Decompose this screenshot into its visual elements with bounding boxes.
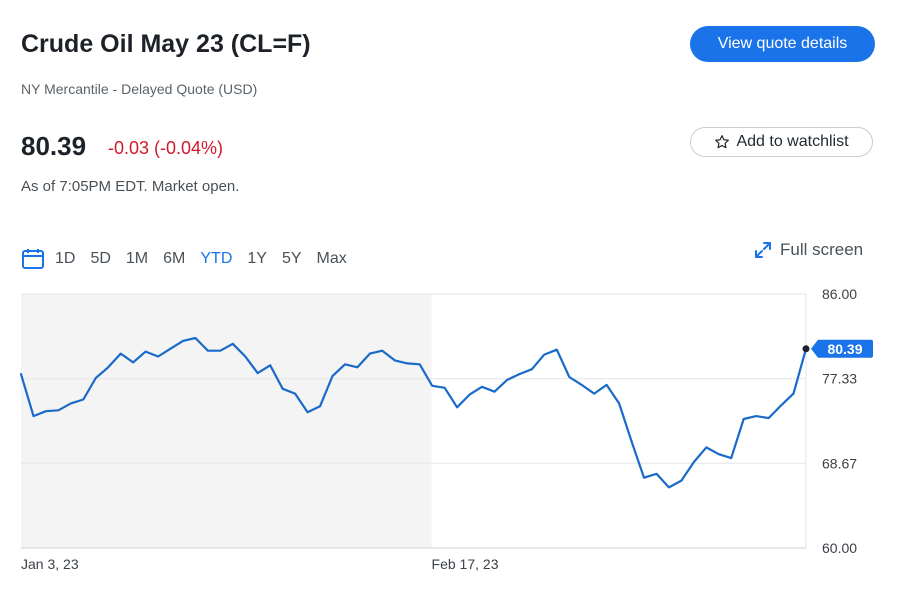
range-1m[interactable]: 1M [125,250,149,267]
x-tick-label: Feb 17, 23 [432,556,499,572]
range-1d[interactable]: 1D [55,250,76,267]
range-5y[interactable]: 5Y [281,250,302,267]
star-icon [715,135,730,149]
current-price-label: 80.39 [827,341,862,357]
page-title: Crude Oil May 23 (CL=F) [21,30,311,58]
range-ytd[interactable]: YTD [200,250,233,267]
view-quote-details-button[interactable]: View quote details [690,26,875,62]
add-to-watchlist-button[interactable]: Add to watchlist [690,127,873,157]
y-tick-label: 68.67 [822,455,857,471]
exchange-subtitle: NY Mercantile - Delayed Quote (USD) [21,81,258,97]
last-price-dot [802,345,810,353]
expand-icon [755,242,771,258]
x-tick-label: Jan 3, 23 [21,556,79,572]
range-selector: 1D 5D 1M 6M YTD 1Y 5Y Max [21,247,362,271]
range-max[interactable]: Max [316,250,347,267]
current-price: 80.39 [21,131,87,161]
current-price-tag [811,339,873,358]
y-tick-label: 60.00 [822,540,857,556]
calendar-icon[interactable] [21,248,45,270]
full-screen-button[interactable]: Full screen [754,240,863,260]
y-tick-label: 86.00 [822,286,857,302]
y-tick-label: 77.33 [822,371,857,387]
price-line [19,336,808,489]
add-to-watchlist-label: Add to watchlist [736,133,849,150]
range-1y[interactable]: 1Y [247,250,267,267]
price-change: -0.03 (-0.04%) [108,138,224,158]
shaded-region [21,294,432,548]
range-5d[interactable]: 5D [90,250,111,267]
price-chart: 86.00 77.33 68.67 60.00 Jan 3, 23 Feb 17, 23 8… [19,286,873,572]
full-screen-label: Full screen [780,240,864,259]
market-status: As of 7:05PM EDT. Market open. [21,178,240,195]
range-6m[interactable]: 6M [163,250,186,267]
